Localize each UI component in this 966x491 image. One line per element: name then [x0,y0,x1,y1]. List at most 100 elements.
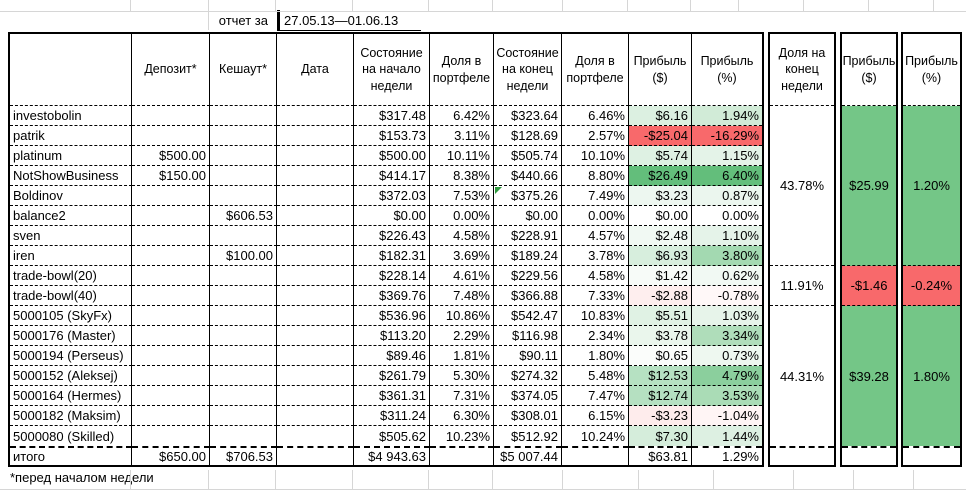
cell-pct[interactable]: 0.73% [692,346,762,366]
row-name-cell[interactable]: platinum [10,146,132,166]
cell-cashout[interactable] [210,366,277,386]
cell-pct[interactable]: 0.62% [692,266,762,286]
cell-end[interactable]: $366.88 [494,286,562,306]
cell-date[interactable] [277,166,354,186]
cell-usd[interactable]: $3.23 [629,186,692,206]
cell-deposit[interactable] [132,206,210,226]
cell-share_start[interactable]: 4.61% [430,266,494,286]
row-name-cell[interactable]: trade-bowl(40) [10,286,132,306]
cell-share_start[interactable]: 0.00% [430,206,494,226]
cell-share_start[interactable]: 7.31% [430,386,494,406]
cell-share_start[interactable]: 2.29% [430,326,494,346]
cell-cashout[interactable] [210,226,277,246]
cell-start[interactable]: $182.31 [354,246,430,266]
cell-end[interactable]: $323.64 [494,106,562,126]
cell-usd[interactable]: $0.65 [629,346,692,366]
cell-share_start[interactable]: 10.11% [430,146,494,166]
cell-cashout[interactable] [210,306,277,326]
group-total-share-cell[interactable] [770,446,834,465]
cell-start[interactable]: $228.14 [354,266,430,286]
cell-share_end[interactable]: 2.34% [562,326,629,346]
cell-date[interactable] [277,306,354,326]
cell-deposit[interactable] [132,426,210,446]
row-name-cell[interactable]: NotShowBusiness [10,166,132,186]
total-cell-usd[interactable]: $63.81 [629,446,692,465]
column-header-cell[interactable]: Дата [277,34,354,106]
cell-share_end[interactable]: 10.24% [562,426,629,446]
cell-start[interactable]: $414.17 [354,166,430,186]
cell-pct[interactable]: 1.15% [692,146,762,166]
cell-usd[interactable]: $26.49 [629,166,692,186]
cell-start[interactable]: $0.00 [354,206,430,226]
cell-usd[interactable]: $12.53 [629,366,692,386]
row-name-cell[interactable]: sven [10,226,132,246]
cell-date[interactable] [277,146,354,166]
cell-cashout[interactable] [210,326,277,346]
cell-pct[interactable]: 1.03% [692,306,762,326]
cell-deposit[interactable] [132,406,210,426]
cell-end[interactable]: $374.05 [494,386,562,406]
report-label-cell[interactable]: отчет за [218,13,268,28]
row-name-cell[interactable]: iren [10,246,132,266]
cell-date[interactable] [277,226,354,246]
row-name-cell[interactable]: trade-bowl(20) [10,266,132,286]
total-cell-share_start[interactable] [430,446,494,465]
cell-share_start[interactable]: 4.58% [430,226,494,246]
cell-usd[interactable]: -$2.88 [629,286,692,306]
cell-pct[interactable]: -0.78% [692,286,762,306]
cell-share_end[interactable]: 2.57% [562,126,629,146]
cell-pct[interactable]: 3.53% [692,386,762,406]
cell-pct[interactable]: -1.04% [692,406,762,426]
cell-usd[interactable]: -$3.23 [629,406,692,426]
cell-cashout[interactable]: $606.53 [210,206,277,226]
cell-deposit[interactable]: $500.00 [132,146,210,166]
group3-usd-cell[interactable]: $39.28 [842,306,896,446]
cell-end[interactable]: $512.92 [494,426,562,446]
group-total-usd-cell[interactable] [842,446,896,465]
cell-usd[interactable]: $12.74 [629,386,692,406]
row-name-cell[interactable]: 5000194 (Perseus) [10,346,132,366]
cell-usd[interactable]: $7.30 [629,426,692,446]
cell-end[interactable]: $308.01 [494,406,562,426]
cell-share_end[interactable]: 0.00% [562,206,629,226]
column-header-cell[interactable]: Прибыль (%) [692,34,762,106]
cell-share_end[interactable]: 10.83% [562,306,629,326]
cell-end[interactable]: $274.32 [494,366,562,386]
cell-pct[interactable]: 0.87% [692,186,762,206]
cell-date[interactable] [277,326,354,346]
cell-share_start[interactable]: 1.81% [430,346,494,366]
cell-start[interactable]: $113.20 [354,326,430,346]
group2-share-cell[interactable]: 11.91% [770,266,834,306]
cell-usd[interactable]: $1.42 [629,266,692,286]
cell-pct[interactable]: -16.29% [692,126,762,146]
total-cell-start[interactable]: $4 943.63 [354,446,430,465]
cell-deposit[interactable] [132,346,210,366]
group2-usd-cell[interactable]: -$1.46 [842,266,896,306]
total-cell-end[interactable]: $5 007.44 [494,446,562,465]
cell-share_end[interactable]: 7.47% [562,386,629,406]
row-name-cell[interactable]: balance2 [10,206,132,226]
cell-cashout[interactable] [210,266,277,286]
cell-deposit[interactable]: $150.00 [132,166,210,186]
row-name-cell[interactable]: 5000152 (Aleksej) [10,366,132,386]
group-share-header[interactable]: Доля на конец недели [770,34,834,106]
cell-end[interactable]: $0.00 [494,206,562,226]
total-cell-share_end[interactable] [562,446,629,465]
cell-start[interactable]: $372.03 [354,186,430,206]
column-header-cell[interactable]: Депозит* [132,34,210,106]
cell-date[interactable] [277,286,354,306]
cell-share_end[interactable]: 7.49% [562,186,629,206]
cell-deposit[interactable] [132,266,210,286]
cell-share_start[interactable]: 8.38% [430,166,494,186]
group-usd-header[interactable]: Прибыль ($) [842,34,896,106]
cell-cashout[interactable] [210,166,277,186]
group3-pct-cell[interactable]: 1.80% [903,306,960,446]
cell-cashout[interactable] [210,406,277,426]
total-row-name-cell[interactable]: итого [10,446,132,465]
row-name-cell[interactable]: 5000176 (Master) [10,326,132,346]
cell-date[interactable] [277,206,354,226]
cell-start[interactable]: $261.79 [354,366,430,386]
row-name-cell[interactable]: 5000164 (Hermes) [10,386,132,406]
cell-start[interactable]: $505.62 [354,426,430,446]
cell-deposit[interactable] [132,306,210,326]
